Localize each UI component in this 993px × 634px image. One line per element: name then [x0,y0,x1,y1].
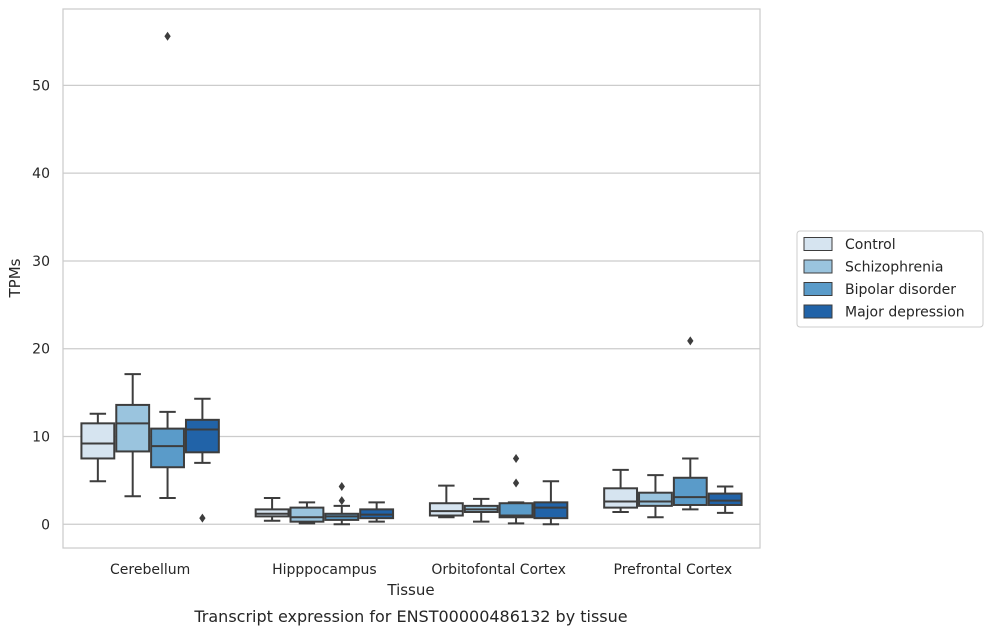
box-schizophrenia [115,373,151,498]
box-control [254,496,290,522]
box-iqr [533,501,569,520]
legend: Control Schizophrenia Bipolar disorder Majo… [796,230,984,328]
plot-frame [62,8,761,549]
box-iqr [289,506,325,523]
legend-swatch [803,282,833,296]
box-bipolar-disorder [672,336,708,511]
box-series [80,31,743,526]
box-bipolar-disorder [324,482,360,526]
box-iqr [428,502,464,517]
y-tick-label: 0 [41,517,50,533]
y-tick-label: 40 [32,166,50,182]
box-iqr [672,476,708,506]
y-tick-label: 50 [32,78,50,94]
outlier-point [512,453,520,463]
x-tick-labels: Cerebellum Hipppocampus Orbitofontal Corte… [110,562,732,578]
legend-swatch [803,259,833,274]
outlier-point [164,31,171,41]
y-tick-label: 30 [32,254,50,270]
box-schizophrenia [638,474,673,519]
outlier-point [338,496,345,506]
box-iqr [498,502,534,519]
y-axis-title: TPMs [6,258,24,298]
legend-swatch [803,304,833,319]
legend-swatch [803,237,833,251]
legend-label: Major depression [845,305,965,321]
legend-label: Bipolar disorder [845,282,956,298]
box-schizophrenia [463,497,499,523]
outlier-point [512,478,520,488]
y-tick-label: 10 [32,430,50,446]
figure-caption: Transcript expression for ENST0000048613… [193,607,627,626]
box-iqr [638,491,673,507]
y-tick-labels: 0 10 20 30 40 50 [32,78,50,533]
x-tick-label: Prefrontal Cortex [614,562,733,578]
x-tick-label: Hipppocampus [272,562,377,578]
box-iqr [80,422,116,460]
box-major-depression [184,397,220,523]
box-iqr [184,418,220,454]
box-iqr [115,403,151,453]
box-iqr [707,492,743,506]
legend-label: Control [845,237,896,253]
box-major-depression [707,485,743,514]
box-schizophrenia [289,501,325,525]
x-tick-label: Cerebellum [110,562,190,578]
outlier-point [338,482,345,492]
legend-frame [796,230,984,328]
box-control [80,412,116,483]
box-major-depression [359,501,395,523]
x-axis-title: Tissue [386,581,434,599]
x-tick-label: Orbitofontal Cortex [431,562,566,578]
outlier-point [687,336,694,346]
box-iqr [603,487,639,509]
box-bipolar-disorder [150,31,185,499]
legend-label: Schizophrenia [845,260,943,276]
box-control [428,484,464,519]
box-control [603,468,639,514]
box-bipolar-disorder [498,453,534,525]
box-major-depression [533,480,569,526]
box-iqr [150,427,185,469]
y-tick-label: 20 [32,342,50,358]
outlier-point [199,513,206,523]
